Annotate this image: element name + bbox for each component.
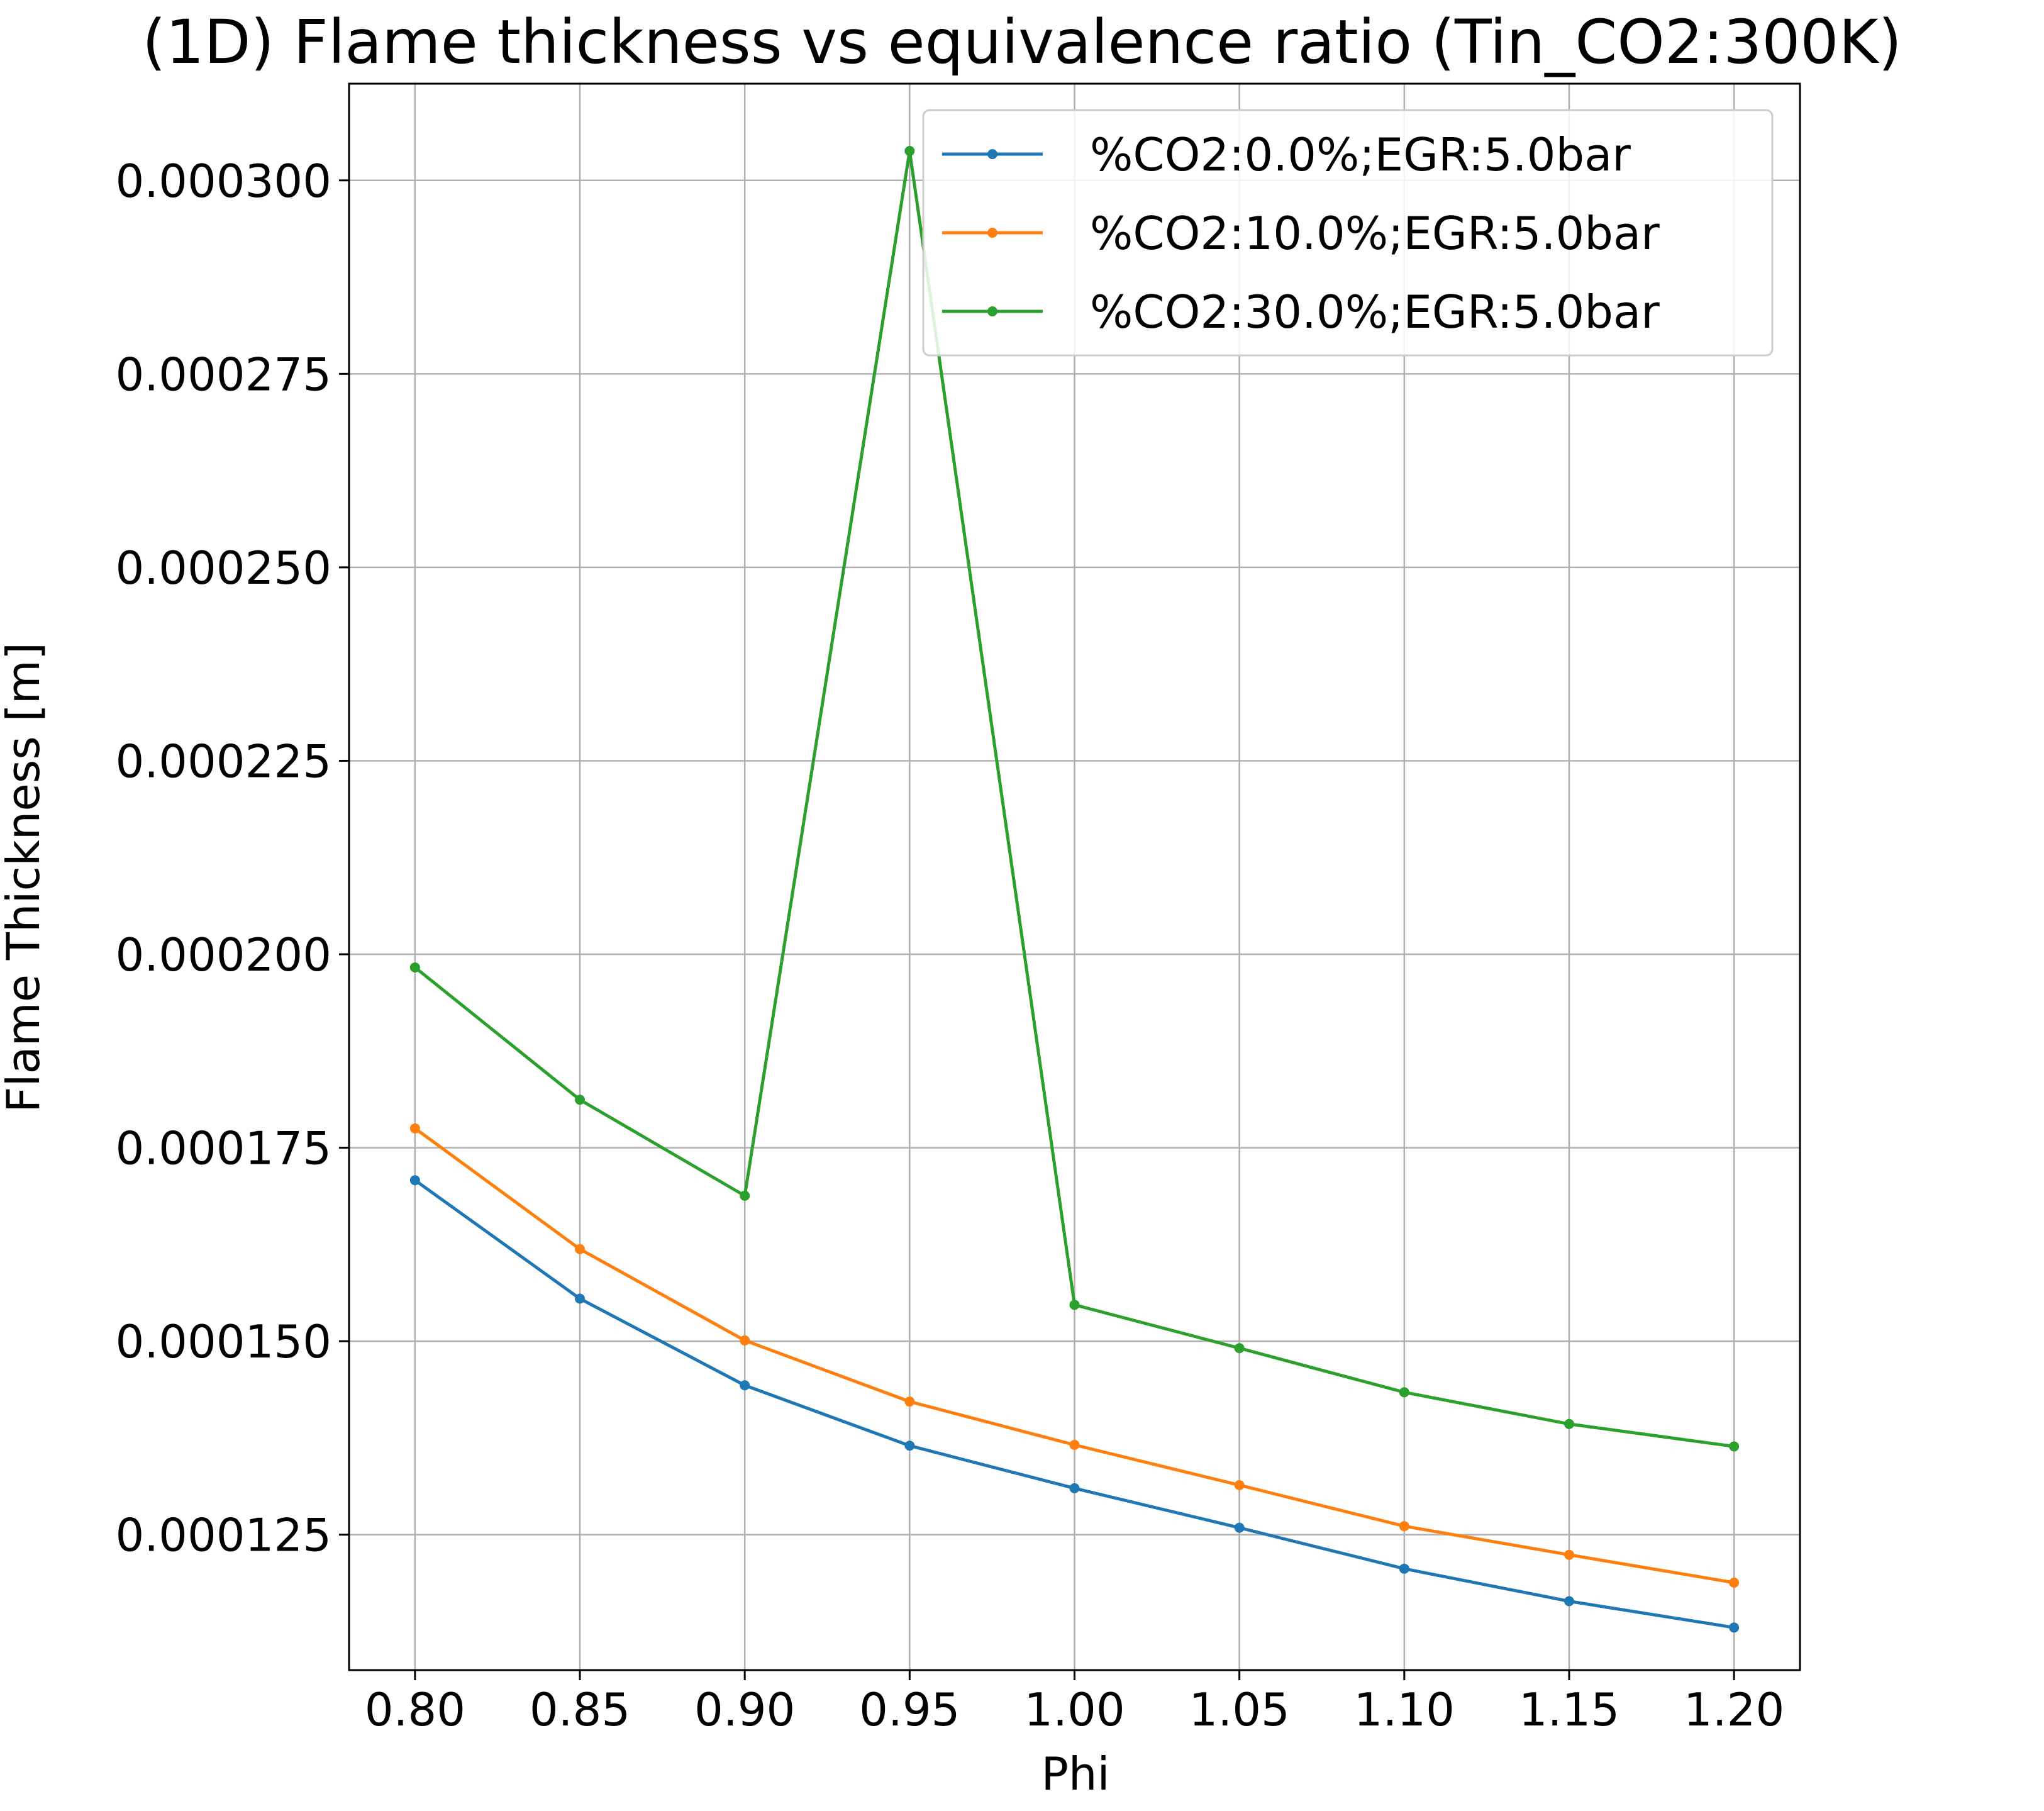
y-tick-label: 0.000225: [115, 735, 331, 788]
chart-title: (1D) Flame thickness vs equivalence rati…: [142, 7, 1902, 77]
x-tick-label: 0.95: [859, 1683, 960, 1736]
series-0: [409, 1175, 1740, 1633]
data-point: [409, 1123, 420, 1134]
data-point: [1564, 1549, 1574, 1560]
x-axis-label: Phi: [1041, 1747, 1109, 1800]
legend-box: [922, 109, 1774, 357]
series-2: [409, 146, 1740, 1452]
data-point: [1069, 1483, 1080, 1493]
legend-marker: [987, 228, 997, 238]
data-point: [740, 1335, 750, 1346]
legend-label: %CO2:0.0%;EGR:5.0bar: [1090, 128, 1631, 181]
y-tick-label: 0.000250: [115, 542, 331, 594]
x-tick-label: 1.00: [1024, 1683, 1125, 1736]
data-point: [1399, 1563, 1409, 1574]
data-point: [1234, 1343, 1245, 1354]
ticks-layer: 0.80 0.85 0.90 0.95 1.00 1.05 1.10 1.15 1.20 0.00…: [115, 155, 1784, 1736]
y-tick-label: 0.000175: [115, 1122, 331, 1175]
x-tick-label: 1.05: [1189, 1683, 1290, 1736]
data-point: [1729, 1577, 1740, 1588]
y-tick-label: 0.000200: [115, 928, 331, 981]
legend-label: %CO2:10.0%;EGR:5.0bar: [1090, 207, 1660, 260]
y-tick-label: 0.000150: [115, 1315, 331, 1368]
data-point: [575, 1244, 586, 1254]
data-point: [409, 962, 420, 972]
data-point: [1399, 1521, 1409, 1532]
y-tick-label: 0.000275: [115, 348, 331, 401]
x-tick-label: 0.85: [530, 1683, 630, 1736]
data-point: [1234, 1522, 1245, 1533]
data-point: [1564, 1596, 1574, 1607]
series-1: [409, 1123, 1740, 1588]
data-point: [904, 146, 915, 157]
x-tick-label: 1.10: [1354, 1683, 1455, 1736]
data-point: [1399, 1387, 1409, 1398]
x-tick-label: 1.20: [1684, 1683, 1784, 1736]
y-tick-label: 0.000300: [115, 155, 331, 208]
y-axis-label: Flame Thickness [m]: [0, 642, 50, 1113]
data-point: [1729, 1441, 1740, 1452]
x-tick-label: 0.90: [694, 1683, 795, 1736]
y-tick-label: 0.000125: [115, 1509, 331, 1562]
x-tick-label: 1.15: [1519, 1683, 1619, 1736]
series-layer: [409, 146, 1740, 1633]
data-point: [740, 1380, 750, 1391]
legend-label: %CO2:30.0%;EGR:5.0bar: [1090, 286, 1660, 338]
data-point: [1564, 1418, 1574, 1429]
legend-marker: [987, 306, 997, 316]
data-point: [904, 1396, 915, 1407]
data-point: [575, 1293, 586, 1304]
data-point: [409, 1175, 420, 1186]
data-point: [740, 1190, 750, 1201]
x-tick-label: 0.80: [365, 1683, 465, 1736]
data-point: [1234, 1479, 1245, 1490]
legend: %CO2:0.0%;EGR:5.0bar %CO2:10.0%;EGR:5.0ba…: [922, 109, 1774, 357]
legend-marker: [987, 149, 997, 159]
data-point: [575, 1095, 586, 1105]
data-point: [1069, 1300, 1080, 1310]
data-point: [1069, 1439, 1080, 1450]
data-point: [904, 1440, 915, 1451]
data-point: [1729, 1622, 1740, 1633]
